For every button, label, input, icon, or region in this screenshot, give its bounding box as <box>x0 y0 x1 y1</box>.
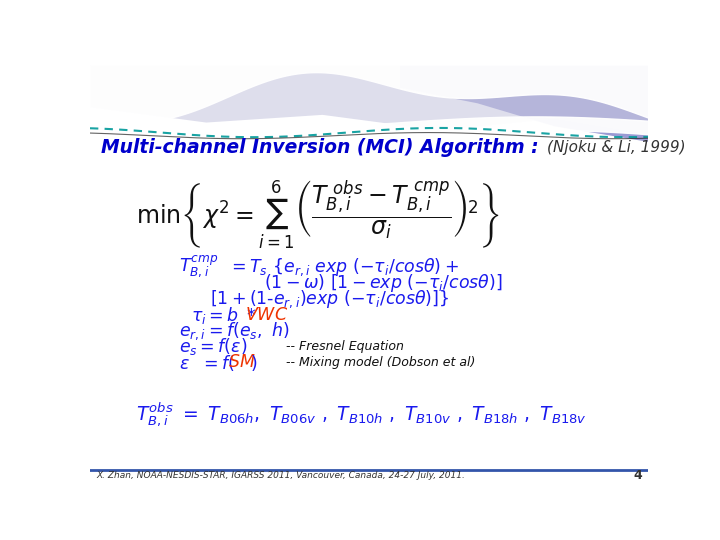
Text: $\varepsilon\ \ = f($: $\varepsilon\ \ = f($ <box>179 353 235 373</box>
Text: $\mathrm{min}\left\{\chi^2 = \sum_{i=1}^{6}\left(\dfrac{T_{B,i}^{\ obs} - T_{B,i: $\mathrm{min}\left\{\chi^2 = \sum_{i=1}^… <box>137 179 500 251</box>
Polygon shape <box>90 65 648 134</box>
Text: $\mathit{VWC}$: $\mathit{VWC}$ <box>245 307 288 323</box>
Text: -- Fresnel Equation: -- Fresnel Equation <box>286 340 404 353</box>
Text: -- Mixing model (Dobson et al): -- Mixing model (Dobson et al) <box>286 356 475 369</box>
Text: $e_{r,i} = f(e_s,\ h)$: $e_{r,i} = f(e_s,\ h)$ <box>179 320 289 342</box>
Text: $e_s = f(\varepsilon)$: $e_s = f(\varepsilon)$ <box>179 336 248 357</box>
Text: $T_{B,i}^{cmp}$: $T_{B,i}^{cmp}$ <box>179 254 219 280</box>
Text: $= T_s\ \{e_{r,i}\ \mathit{exp}\ (-\tau_i/\mathit{cos}\theta) +$: $= T_s\ \{e_{r,i}\ \mathit{exp}\ (-\tau_… <box>228 256 459 278</box>
Text: $(1 - \omega)\ [1 - \mathit{exp}\ (-\tau_i/\mathit{cos}\theta)]$: $(1 - \omega)\ [1 - \mathit{exp}\ (-\tau… <box>264 273 503 294</box>
Polygon shape <box>400 65 648 142</box>
Text: $\tau_i = b\ *$: $\tau_i = b\ *$ <box>191 305 257 326</box>
Text: Multi-channel Inversion (MCI) Algorithm :: Multi-channel Inversion (MCI) Algorithm … <box>101 138 539 158</box>
Text: $\mathit{SM}$: $\mathit{SM}$ <box>228 354 256 372</box>
Text: $[1 + (1\text{-}e_{r,i})\mathit{exp}\ (-\tau_i/\mathit{cos}\theta)]\}$: $[1 + (1\text{-}e_{r,i})\mathit{exp}\ (-… <box>210 289 449 310</box>
Text: $)$: $)$ <box>251 353 258 373</box>
Text: X. Zhan, NOAA-NESDIS-STAR, IGARSS 2011, Vancouver, Canada, 24-27 July, 2011.: X. Zhan, NOAA-NESDIS-STAR, IGARSS 2011, … <box>96 471 465 480</box>
Text: $T_{B,i}^{obs}\ =\ T_{B06h},\ T_{B06v}\ ,\ T_{B10h}\ ,\ T_{B10v}\ ,\ T_{B18h}\ ,: $T_{B,i}^{obs}\ =\ T_{B06h},\ T_{B06v}\ … <box>137 401 588 429</box>
Text: 4: 4 <box>633 469 642 482</box>
Text: (Njoku & Li, 1999): (Njoku & Li, 1999) <box>547 140 686 156</box>
